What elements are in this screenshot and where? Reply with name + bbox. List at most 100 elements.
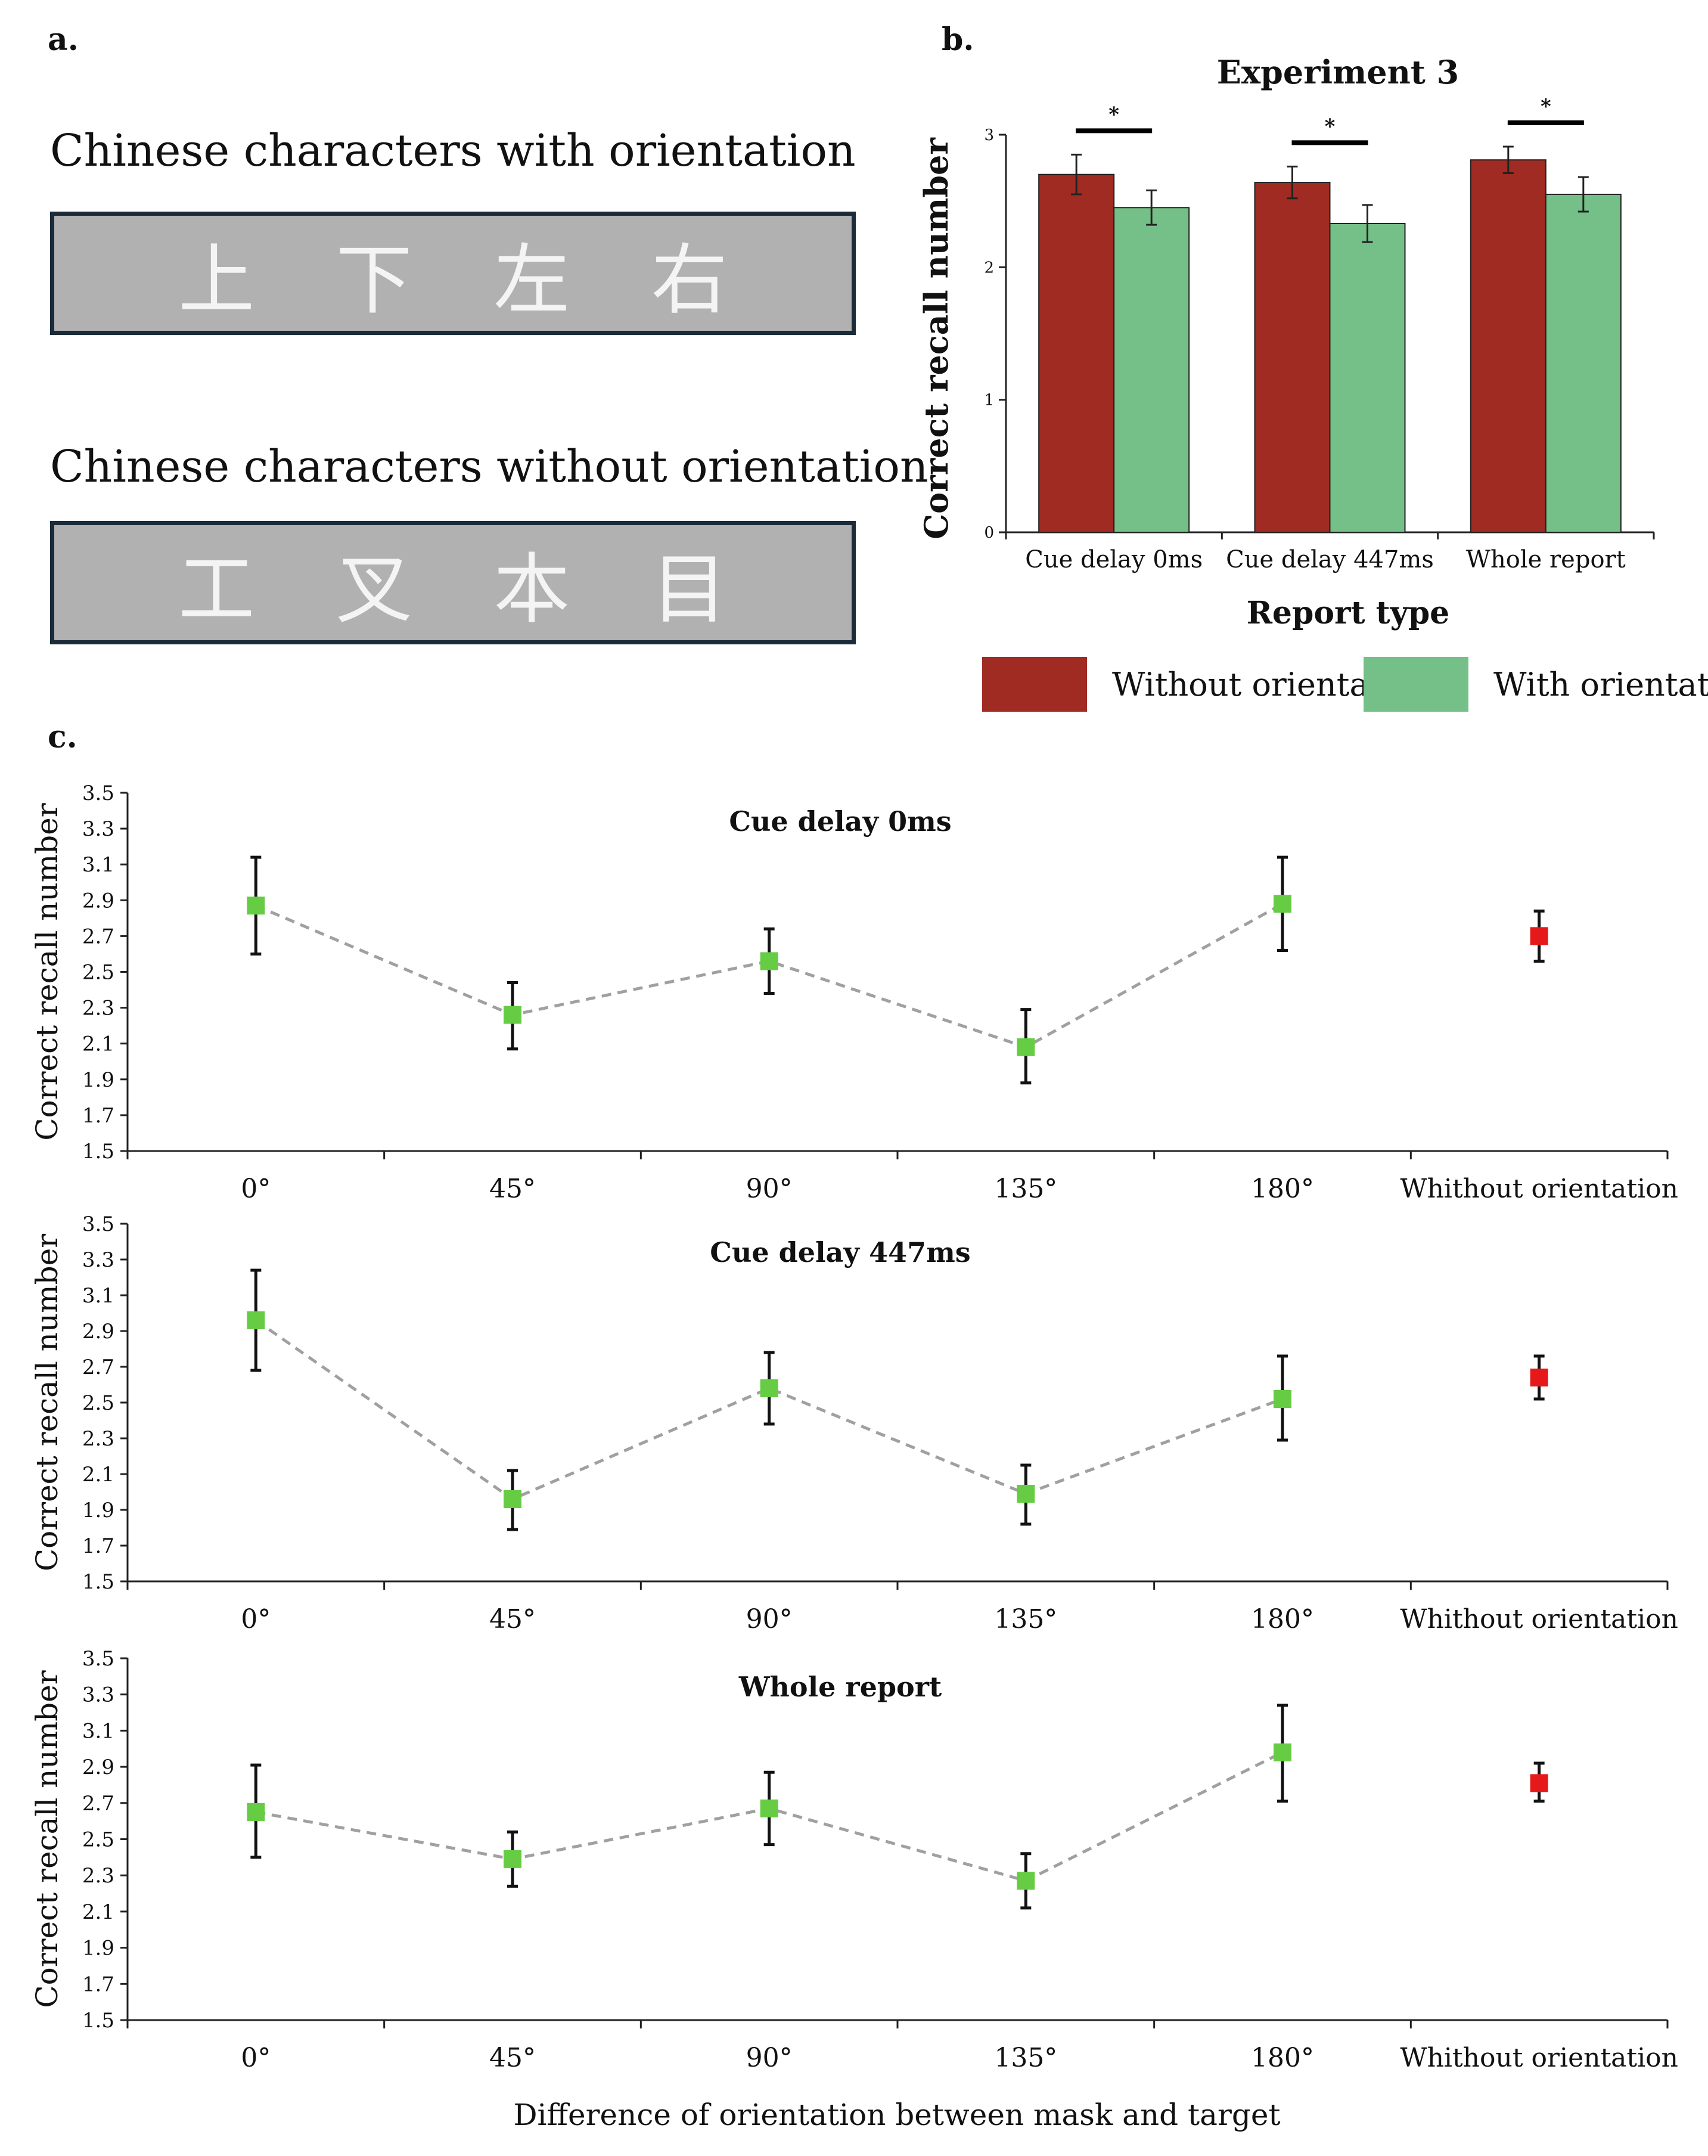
line-chart-ylabel: Correct recall number xyxy=(30,1234,64,1571)
line-category-label: 135° xyxy=(994,2043,1057,2073)
data-point-without-orientation xyxy=(1530,1774,1548,1792)
orientation-trend-line xyxy=(255,902,1284,1049)
data-point xyxy=(760,1379,778,1397)
line-chart-ylabel: Correct recall number xyxy=(30,803,64,1140)
line-y-tick-label: 1.9 xyxy=(82,1937,114,1960)
data-point xyxy=(1017,1485,1035,1503)
stimulus-char: 工 xyxy=(178,545,255,634)
line-category-label: 90° xyxy=(746,1174,793,1204)
bar-chart-ylabel: Correct recall number xyxy=(917,138,955,539)
data-point xyxy=(247,1311,265,1329)
significance-star: * xyxy=(1541,95,1551,119)
line-y-tick-label: 3.3 xyxy=(82,817,114,841)
line-y-tick-label: 2.1 xyxy=(82,1900,114,1924)
line-category-label: 0° xyxy=(241,1604,271,1634)
panel-b-label: b. xyxy=(942,21,974,58)
line-y-tick-label: 1.7 xyxy=(82,1104,114,1128)
stimulus-char: 目 xyxy=(651,545,728,634)
line-y-tick-label: 2.3 xyxy=(82,1427,114,1451)
bar-y-tick-label: 0 xyxy=(984,524,994,542)
line-chart-title: Cue delay 0ms xyxy=(729,805,951,837)
data-point xyxy=(1017,1038,1035,1056)
data-point xyxy=(247,896,265,915)
line-category-label: 180° xyxy=(1251,1174,1314,1204)
line-y-tick-label: 2.1 xyxy=(82,1032,114,1056)
bar-without-orientation xyxy=(1254,182,1331,533)
line-category-label: Whithout orientation xyxy=(1400,1174,1678,1204)
line-y-tick-label: 2.9 xyxy=(82,1320,114,1344)
bar-y-tick-label: 3 xyxy=(984,126,994,144)
line-y-tick-label: 1.9 xyxy=(82,1068,114,1092)
line-y-tick-label: 1.5 xyxy=(82,2009,114,2033)
without-orientation-title: Chinese characters without orientation xyxy=(50,441,928,492)
legend-swatch-without xyxy=(982,657,1087,712)
line-category-label: 135° xyxy=(994,1604,1057,1634)
data-point xyxy=(760,1799,778,1817)
line-y-tick-label: 3.5 xyxy=(82,1647,114,1671)
data-point xyxy=(504,1490,521,1508)
line-chart-ylabel: Correct recall number xyxy=(30,1670,64,2008)
line-category-label: 180° xyxy=(1251,2043,1314,2073)
line-y-tick-label: 2.3 xyxy=(82,1864,114,1888)
panel-a-label: a. xyxy=(48,21,79,58)
line-y-tick-label: 2.7 xyxy=(82,1355,114,1379)
data-point xyxy=(504,1850,521,1868)
line-category-label: 90° xyxy=(746,2043,793,2073)
stimulus-char: 叉 xyxy=(336,545,412,634)
line-y-tick-label: 2.7 xyxy=(82,1792,114,1816)
line-y-tick-label: 3.1 xyxy=(82,853,114,877)
stimulus-char: 下 xyxy=(336,236,412,325)
data-point xyxy=(1274,1743,1291,1761)
line-chart-title: Whole report xyxy=(738,1671,942,1703)
line-chart-xlabel: Difference of orientation between mask a… xyxy=(513,2098,1280,2132)
line-category-label: 45° xyxy=(489,1174,536,1204)
data-point-without-orientation xyxy=(1530,1369,1548,1386)
with-orientation-title: Chinese characters with orientation xyxy=(50,125,856,176)
bar-with-orientation xyxy=(1329,222,1406,533)
bar-category-label: Whole report xyxy=(1466,546,1626,573)
bar-category-label: Cue delay 0ms xyxy=(1025,546,1203,573)
line-category-label: Whithout orientation xyxy=(1400,1604,1678,1634)
panel-c-label: c. xyxy=(48,719,77,755)
bar-category-label: Cue delay 447ms xyxy=(1226,546,1434,573)
line-y-tick-label: 2.5 xyxy=(82,961,114,985)
line-category-label: 90° xyxy=(746,1604,793,1634)
line-y-tick-label: 3.5 xyxy=(82,781,114,805)
legend-with-orientation: With orientation xyxy=(1364,657,1708,712)
with-orientation-stimulus: 上 下 左 右 xyxy=(50,212,856,335)
line-y-tick-label: 3.3 xyxy=(82,1683,114,1707)
bar-without-orientation xyxy=(1038,173,1115,533)
stimulus-char: 左 xyxy=(493,236,570,325)
line-y-tick-label: 3.5 xyxy=(82,1212,114,1236)
data-point xyxy=(247,1803,265,1821)
line-y-tick-label: 2.5 xyxy=(82,1391,114,1415)
data-point xyxy=(1274,895,1291,913)
significance-star: * xyxy=(1108,103,1119,126)
line-y-tick-label: 3.3 xyxy=(82,1248,114,1272)
bar-with-orientation xyxy=(1545,194,1622,533)
line-y-tick-label: 1.5 xyxy=(82,1570,114,1594)
significance-star: * xyxy=(1325,114,1336,138)
stimulus-char: 右 xyxy=(651,236,728,325)
line-category-label: 135° xyxy=(994,1174,1057,1204)
data-point xyxy=(1274,1390,1291,1408)
bar-y-tick-label: 1 xyxy=(984,392,994,410)
legend-swatch-with xyxy=(1364,657,1468,712)
bar-chart-xlabel: Report type xyxy=(1247,595,1450,631)
line-y-tick-label: 2.9 xyxy=(82,1755,114,1779)
stimulus-char: 上 xyxy=(178,236,255,325)
without-orientation-stimulus: 工 叉 本 目 xyxy=(50,521,856,644)
bar-without-orientation xyxy=(1470,159,1546,533)
line-category-label: 0° xyxy=(241,2043,271,2073)
line-y-tick-label: 2.1 xyxy=(82,1463,114,1487)
line-y-tick-label: 1.7 xyxy=(82,1534,114,1558)
line-y-tick-label: 3.1 xyxy=(82,1284,114,1308)
line-y-tick-label: 1.7 xyxy=(82,1972,114,1996)
line-y-tick-label: 1.9 xyxy=(82,1499,114,1522)
stimulus-char: 本 xyxy=(493,545,570,634)
bar-y-tick-label: 2 xyxy=(984,259,994,277)
line-y-tick-label: 1.5 xyxy=(82,1140,114,1164)
line-category-label: 45° xyxy=(489,2043,536,2073)
data-point-without-orientation xyxy=(1530,927,1548,945)
